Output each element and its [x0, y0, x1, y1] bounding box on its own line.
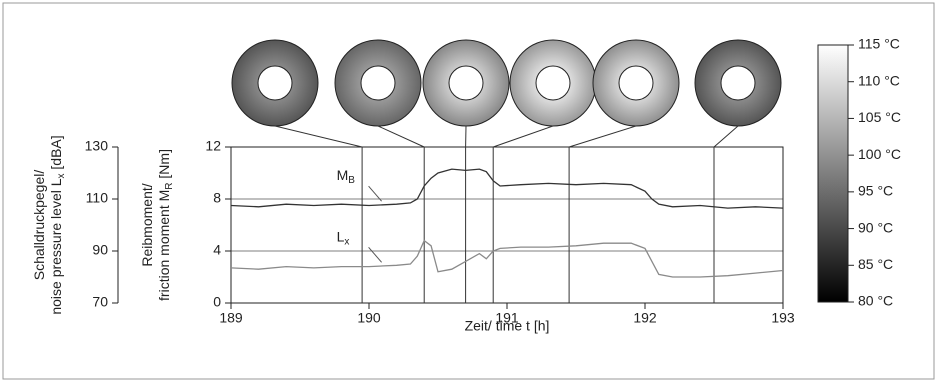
- y2-tick-label: 90: [92, 242, 108, 258]
- y-tick-label: 12: [205, 138, 221, 154]
- colorbar-tick-label: 115 °C: [858, 36, 900, 52]
- leader-line: [493, 126, 553, 147]
- y-axis-title: friction moment MR [Nm]: [156, 149, 175, 301]
- label-leader: [369, 247, 382, 262]
- series-name: M: [337, 167, 349, 183]
- x-tick-label: 190: [357, 310, 381, 326]
- series-name: L: [337, 228, 345, 244]
- x-tick-label: 193: [771, 310, 795, 326]
- y-title-line: Reibmoment/: [139, 183, 155, 266]
- colorbar-tick-label: 95 °C: [858, 183, 893, 199]
- disc: [232, 40, 318, 126]
- page: Zeit/ time t [h] Schalldruckpegel/ noise…: [0, 0, 938, 383]
- x-tick-label: 191: [495, 310, 519, 326]
- y-title-unit: [Nm]: [156, 149, 172, 182]
- colorbar-tick-label: 80 °C: [858, 293, 893, 309]
- leader-line: [275, 126, 362, 147]
- x-tick-label: 192: [633, 310, 657, 326]
- y-tick-label: 0: [213, 294, 221, 310]
- disc: [510, 40, 596, 126]
- colorbar-tick-label: 85 °C: [858, 256, 893, 272]
- y-tick-label: 8: [213, 190, 221, 206]
- leader-line: [714, 126, 738, 147]
- y2-tick-label: 110: [86, 190, 109, 206]
- colorbar-tick-label: 100 °C: [858, 146, 901, 162]
- plot-frame: [231, 147, 783, 303]
- y-axis-title: Reibmoment/: [139, 183, 155, 266]
- y2-axis-title: Schalldruckpegel/: [31, 170, 47, 281]
- disc: [695, 40, 781, 126]
- y2-title-part: noise pressure level L: [48, 178, 64, 314]
- series-line: [231, 241, 783, 277]
- colorbar-tick-label: 90 °C: [858, 219, 893, 235]
- colorbar-tick-label: 110 °C: [858, 72, 900, 88]
- leader-line: [378, 126, 424, 147]
- series-name-sub: x: [344, 236, 349, 247]
- x-tick-label: 189: [219, 310, 243, 326]
- chart: Zeit/ time t [h] Schalldruckpegel/ noise…: [0, 0, 938, 383]
- series-name-sub: B: [348, 175, 355, 186]
- leader-line: [569, 126, 636, 147]
- colorbar: [818, 45, 848, 302]
- y2-title-unit: [dBA]: [48, 135, 64, 173]
- disc: [335, 40, 421, 126]
- y-tick-label: 4: [213, 242, 221, 258]
- series-label: MB: [337, 167, 356, 186]
- colorbar-tick-label: 105 °C: [858, 109, 901, 125]
- disc: [593, 40, 679, 126]
- y2-axis-title: noise pressure level Lx [dBA]: [48, 135, 67, 314]
- series-line: [231, 169, 783, 208]
- series-label: Lx: [337, 228, 350, 247]
- y-title-part: friction moment M: [156, 190, 172, 301]
- disc: [423, 40, 509, 126]
- y2-tick-label: 130: [85, 138, 109, 154]
- y-title-sub: R: [164, 182, 175, 189]
- thermal-images: [232, 40, 781, 126]
- y2-title-line: Schalldruckpegel/: [31, 170, 47, 281]
- y2-tick-label: 70: [92, 294, 108, 310]
